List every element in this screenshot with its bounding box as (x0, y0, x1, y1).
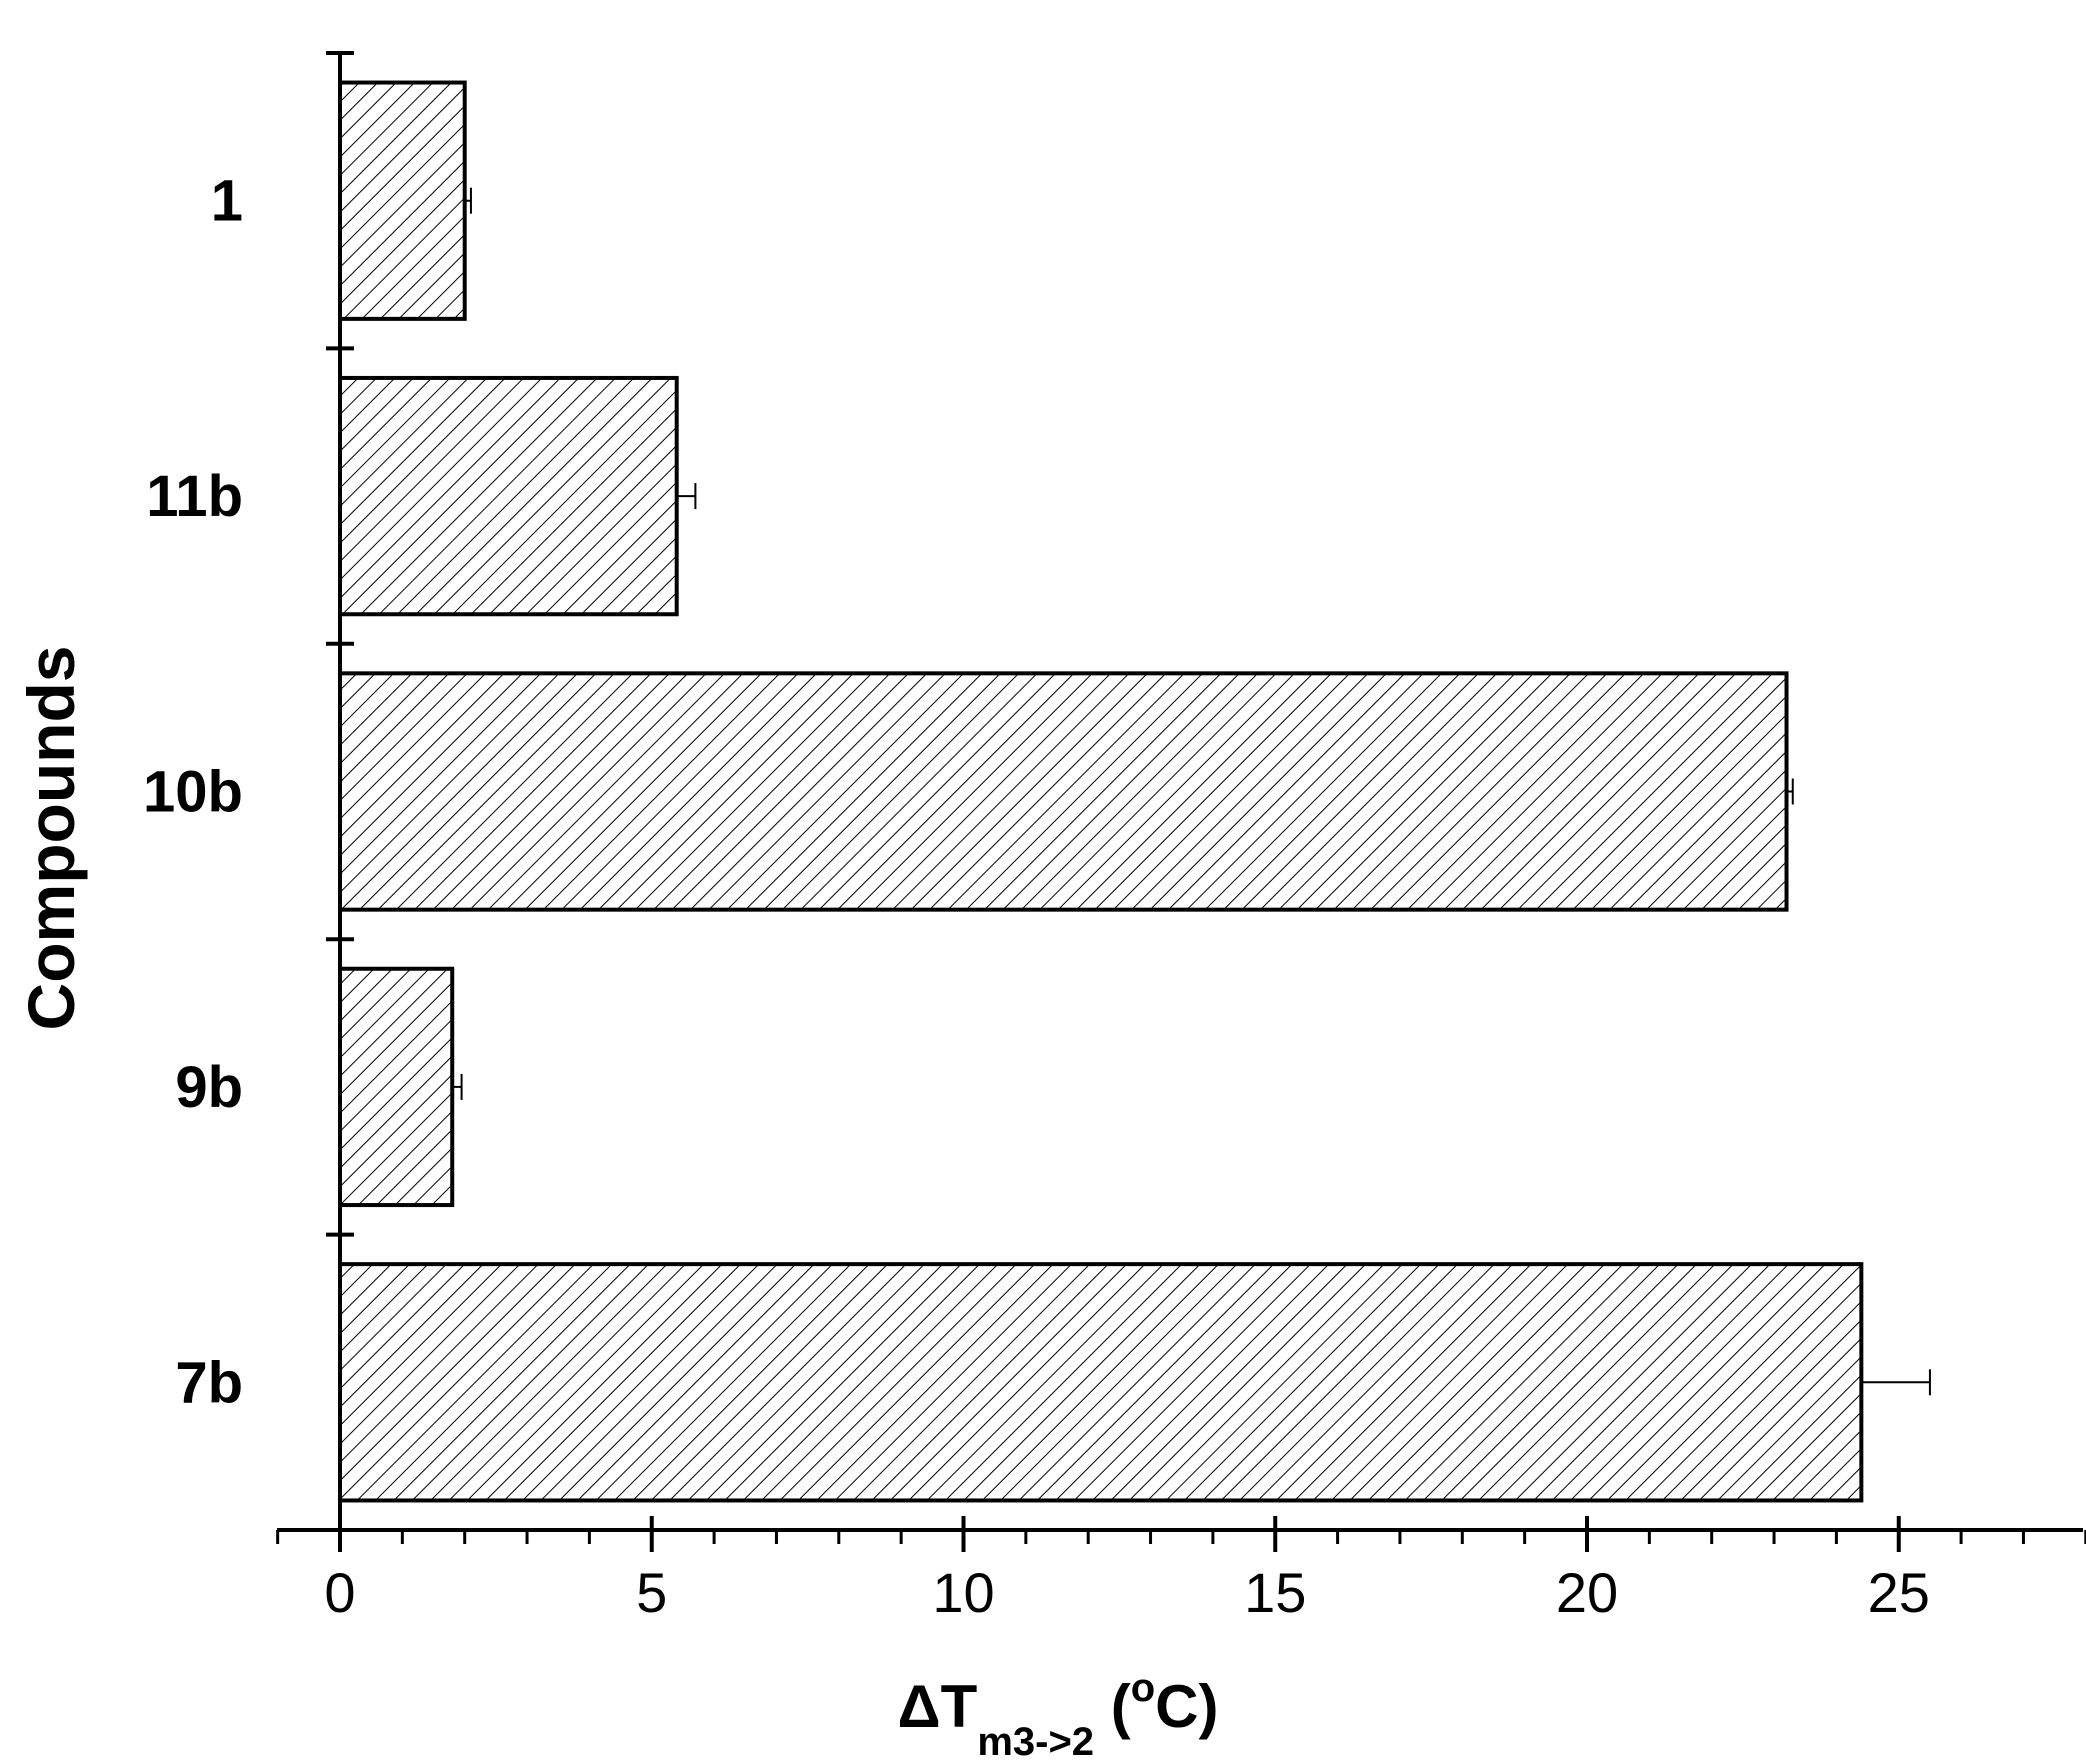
x-axis-title-unit: C) (1155, 1673, 1218, 1740)
x-tick-label-0: 0 (324, 1561, 355, 1624)
x-tick-label-10: 10 (932, 1561, 994, 1624)
bar-7b (338, 1262, 1864, 1503)
x-axis-title-subscript: m3->2 (977, 1720, 1094, 1759)
x-tick-label-5: 5 (636, 1561, 667, 1624)
x-axis-title-prefix: ΔT (898, 1673, 978, 1740)
bar-10b (338, 671, 1789, 912)
labels-layer: 1 11b 10b 9b 7b 0 5 10 15 20 25 (143, 169, 1930, 1624)
x-tick-label-20: 20 (1556, 1561, 1618, 1624)
category-label-1: 1 (211, 169, 243, 234)
bar-1 (338, 80, 467, 321)
x-tick-label-25: 25 (1868, 1561, 1930, 1624)
bars-layer (338, 80, 1931, 1503)
x-axis-title-open: ( (1094, 1673, 1131, 1740)
y-axis-title: Compounds (14, 646, 88, 1031)
axes-layer (276, 51, 2086, 1552)
category-label-7b: 7b (175, 1350, 243, 1415)
x-axis-title-superscript: o (1131, 1666, 1155, 1710)
category-label-9b: 9b (175, 1055, 243, 1120)
category-label-10b: 10b (143, 760, 243, 825)
category-label-11b: 11b (146, 464, 243, 529)
bar-11b (338, 375, 679, 617)
x-tick-label-15: 15 (1244, 1561, 1306, 1624)
x-axis-title: ΔTm3->2 (oC) (898, 1666, 1219, 1759)
bar-9b (338, 966, 455, 1208)
